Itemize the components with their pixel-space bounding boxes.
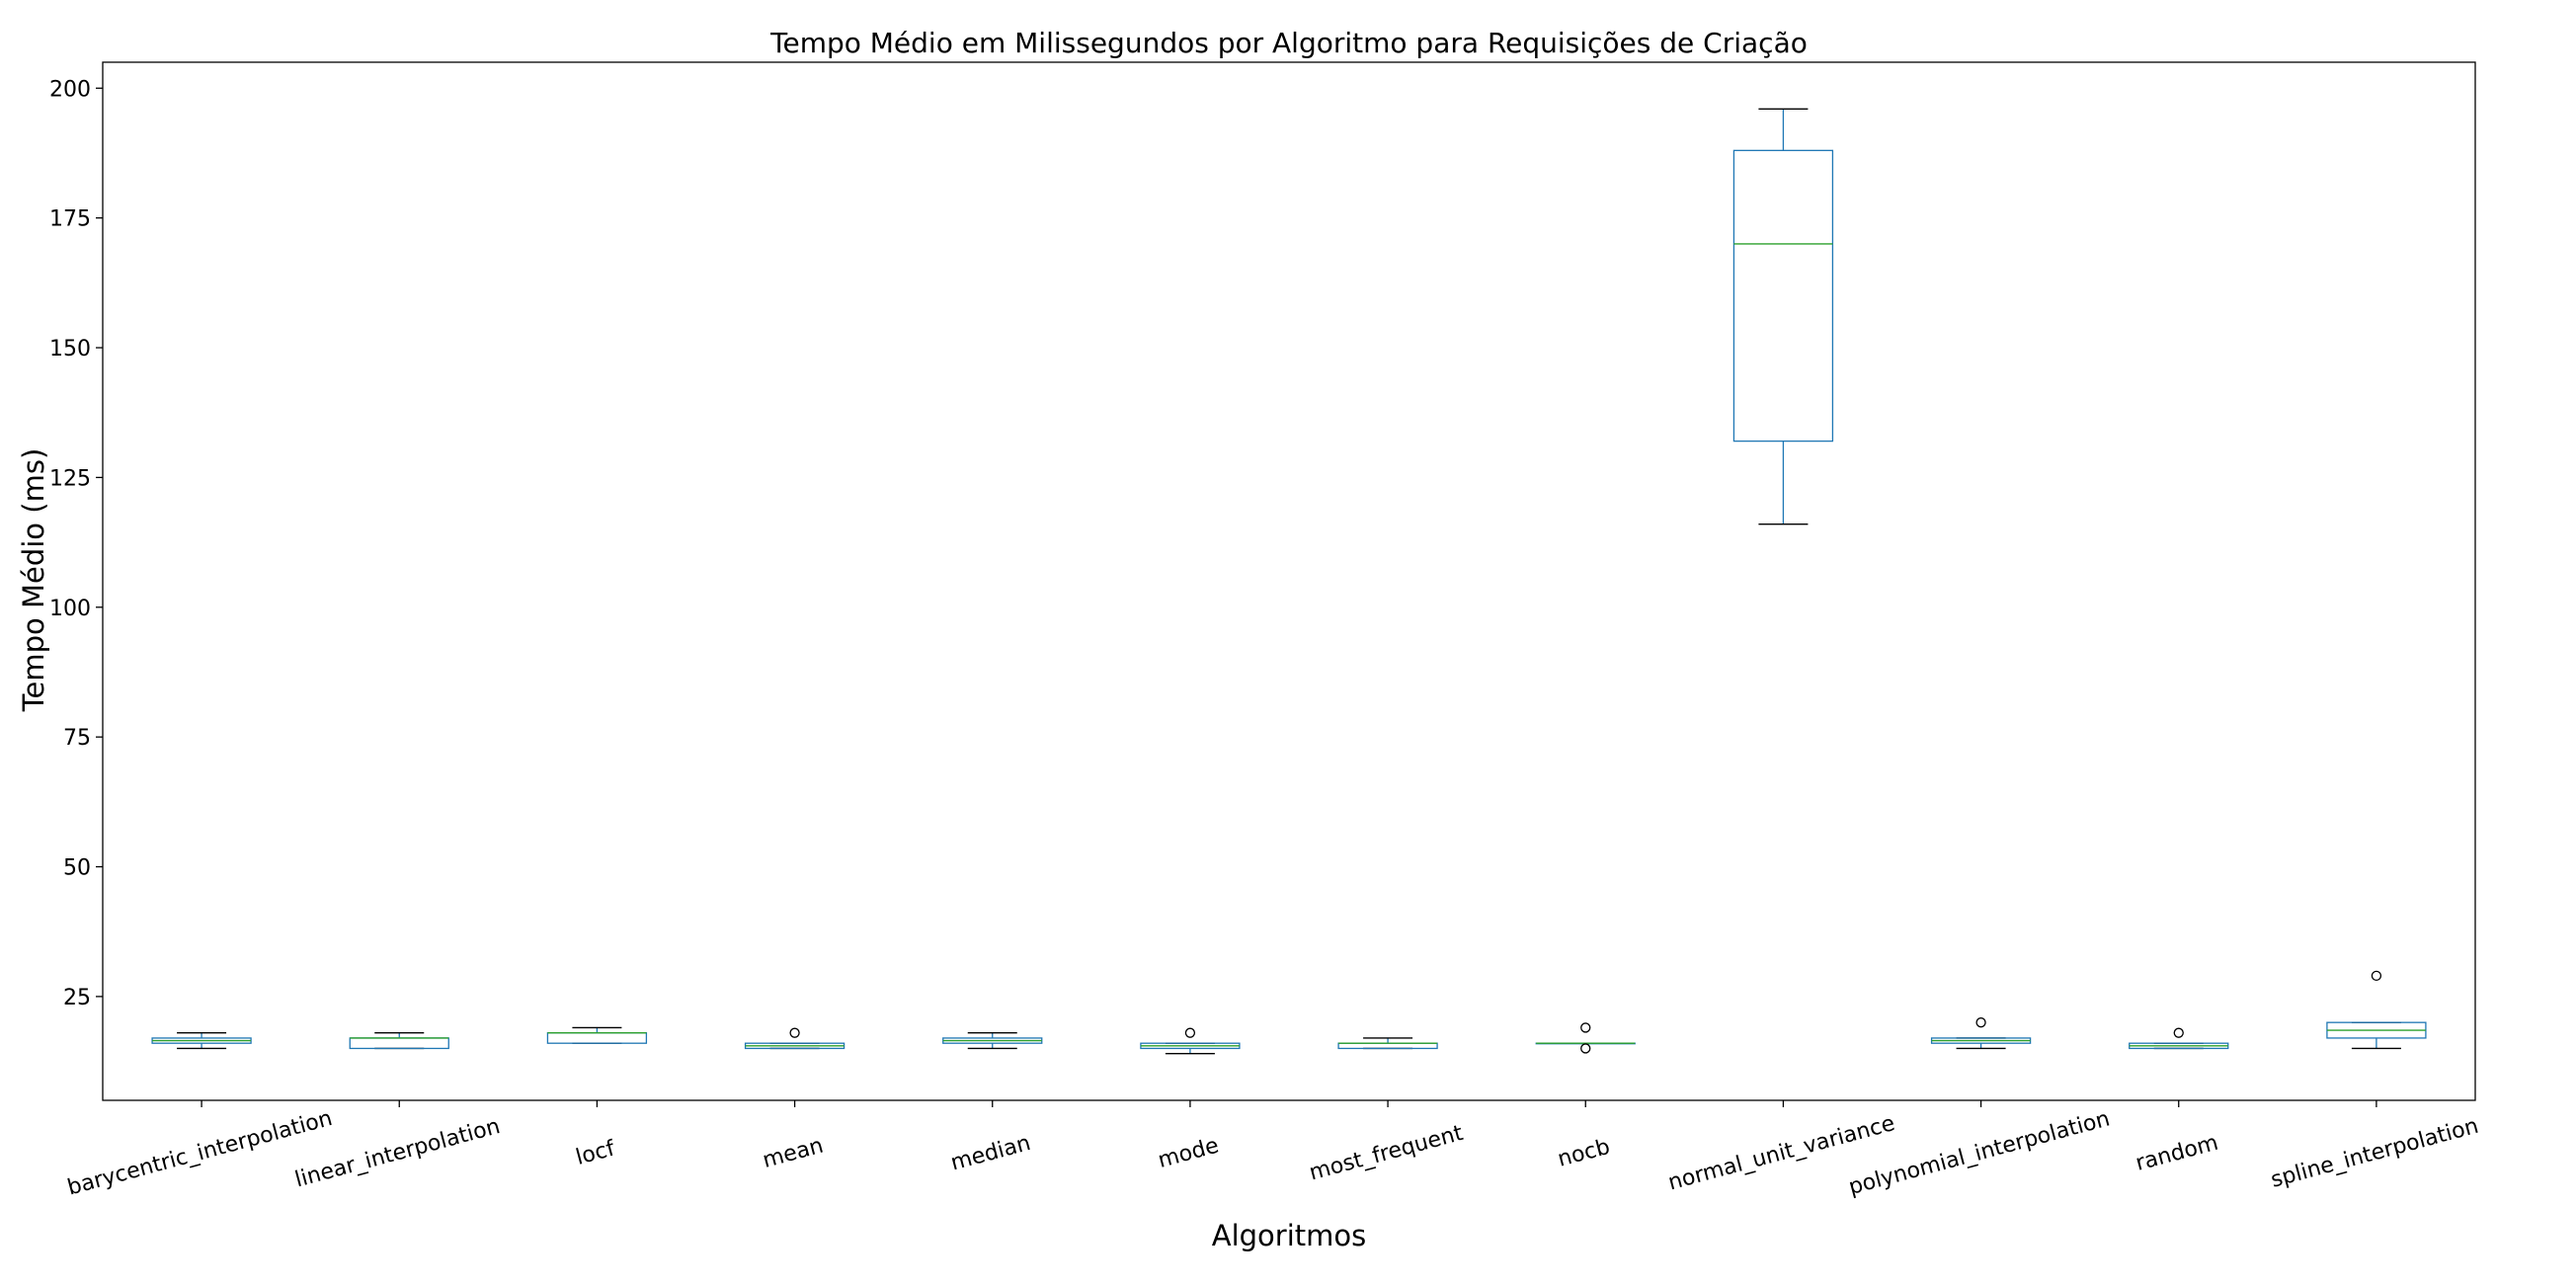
outlier-point (1184, 1027, 1196, 1038)
outlier-point (789, 1027, 800, 1038)
box-mean (744, 1027, 845, 1050)
box-body (1337, 1042, 1438, 1050)
y-tick-label: 25 (63, 986, 91, 1010)
y-tick-label: 50 (63, 856, 91, 881)
y-tick-label: 200 (49, 77, 91, 102)
box-most_frequent (1337, 1037, 1438, 1050)
y-tick-label: 150 (49, 337, 91, 362)
x-tick-label: mode (1156, 1134, 1222, 1173)
x-tick-label: most_frequent (1307, 1121, 1466, 1186)
x-tick-label: nocb (1556, 1135, 1613, 1172)
x-tick-label: mean (761, 1134, 827, 1173)
box-series (151, 108, 2427, 1055)
box-barycentric_interpolation (151, 1032, 252, 1050)
x-axis-label: Algoritmos (1212, 1219, 1367, 1252)
box-polynomial_interpolation (1930, 1017, 2032, 1050)
y-tick-label: 100 (49, 597, 91, 621)
chart-title: Tempo Médio em Milissegundos por Algorit… (769, 27, 1808, 59)
outlier-point (2371, 970, 2382, 982)
x-tick-label: spline_interpolation (2268, 1114, 2481, 1193)
outlier-point (1975, 1017, 1986, 1028)
x-tick-label: median (948, 1131, 1033, 1175)
box-median (942, 1032, 1043, 1050)
outlier-point (1580, 1043, 1591, 1054)
box-spline_interpolation (2326, 970, 2427, 1050)
x-tick-label: random (2133, 1131, 2221, 1176)
y-axis-label: Tempo Médio (ms) (17, 448, 50, 713)
y-tick-label: 75 (63, 726, 91, 751)
box-locf (546, 1026, 648, 1044)
outlier-point (1580, 1022, 1591, 1033)
box-nocb (1535, 1022, 1636, 1054)
plot-frame (102, 61, 2476, 1101)
y-tick-label: 175 (49, 207, 91, 232)
box-linear_interpolation (349, 1032, 449, 1050)
box-random (2129, 1027, 2229, 1050)
y-axis: 25 50 75 100 125 150 175 200 (49, 77, 103, 1010)
x-tick-label: barycentric_interpolation (65, 1106, 335, 1201)
x-axis: barycentric_interpolationlinear_interpol… (65, 1100, 2481, 1201)
box-body (349, 1037, 449, 1050)
box-body (1732, 149, 1834, 443)
box-normal_unit_variance (1732, 108, 1834, 525)
box-body (546, 1032, 648, 1044)
box-mode (1140, 1027, 1241, 1055)
x-tick-label: locf (573, 1136, 618, 1170)
outlier-point (2173, 1027, 2184, 1038)
y-tick-label: 125 (49, 466, 91, 491)
